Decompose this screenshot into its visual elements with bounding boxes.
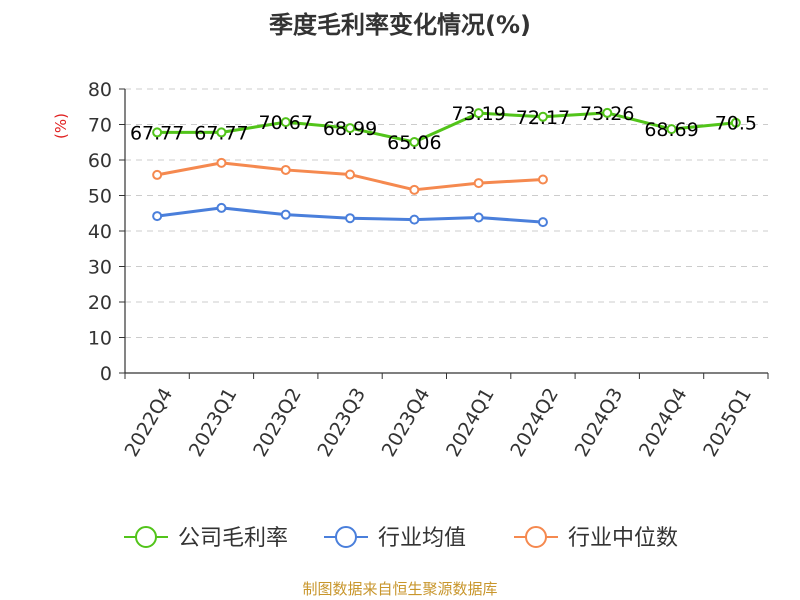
legend-marker bbox=[525, 526, 547, 548]
series-point bbox=[345, 213, 356, 224]
y-tick-label: 30 bbox=[88, 257, 112, 279]
data-label: 67.77 bbox=[130, 122, 184, 144]
legend: 公司毛利率 行业均值 行业中位数 bbox=[124, 526, 678, 551]
data-label: 72.17 bbox=[516, 107, 570, 129]
data-label: 73.26 bbox=[580, 103, 634, 125]
chart-title: 季度毛利率变化情况(%) bbox=[269, 11, 531, 39]
series-point bbox=[666, 124, 677, 135]
series-point bbox=[345, 169, 356, 180]
series-point bbox=[280, 209, 291, 220]
series-point bbox=[473, 178, 484, 189]
y-tick-label: 70 bbox=[88, 115, 112, 137]
legend-label: 行业均值 bbox=[378, 526, 466, 551]
data-label: 65.06 bbox=[387, 132, 441, 154]
x-tick-label: 2024Q3 bbox=[571, 384, 628, 460]
series-point bbox=[537, 217, 548, 228]
series-point bbox=[216, 157, 227, 168]
series-point bbox=[409, 137, 420, 148]
y-tick-label: 20 bbox=[88, 292, 112, 314]
data-label: 68.99 bbox=[323, 118, 377, 140]
source-note: 制图数据来自恒生聚源数据库 bbox=[302, 580, 497, 598]
y-tick-label: 50 bbox=[88, 186, 112, 208]
data-label: 68.69 bbox=[644, 119, 698, 141]
data-label: 67.77 bbox=[194, 122, 248, 144]
x-tick-label: 2025Q1 bbox=[699, 384, 756, 460]
series-line bbox=[157, 111, 736, 144]
legend-marker bbox=[135, 526, 157, 548]
series-point bbox=[730, 117, 741, 128]
y-tick-label: 80 bbox=[88, 79, 112, 101]
y-tick-label: 10 bbox=[88, 328, 112, 350]
series-point bbox=[537, 111, 548, 122]
series-point bbox=[409, 214, 420, 225]
series-point bbox=[473, 108, 484, 119]
grid-lines bbox=[125, 88, 768, 338]
series-point bbox=[152, 169, 163, 180]
series-point bbox=[280, 117, 291, 128]
series-point bbox=[345, 123, 356, 134]
legend-label: 公司毛利率 bbox=[178, 526, 288, 551]
series-point bbox=[216, 202, 227, 213]
y-tick-label: 40 bbox=[88, 221, 112, 243]
series-point bbox=[537, 174, 548, 185]
legend-label: 行业中位数 bbox=[568, 526, 678, 551]
x-tick-label: 2024Q2 bbox=[506, 384, 563, 460]
series-point bbox=[409, 184, 420, 195]
x-tick-label: 2023Q2 bbox=[249, 384, 306, 460]
series-point bbox=[216, 127, 227, 138]
x-tick-label: 2024Q4 bbox=[635, 384, 692, 460]
series-point bbox=[280, 164, 291, 175]
x-tick-label: 2023Q3 bbox=[313, 384, 370, 460]
x-tick-label: 2023Q1 bbox=[185, 384, 242, 460]
data-labels: 67.77 67.77 70.67 68.99 65.06 73.19 72.17 73.26… bbox=[130, 103, 757, 154]
x-tick-label: 2022Q4 bbox=[120, 384, 177, 460]
legend-marker bbox=[335, 526, 357, 548]
data-label: 70.67 bbox=[259, 112, 313, 134]
x-tick-label: 2024Q1 bbox=[442, 384, 499, 460]
data-label: 70.5 bbox=[715, 113, 757, 135]
x-tick-label: 2023Q4 bbox=[378, 384, 435, 460]
series-point bbox=[152, 211, 163, 222]
series-layer bbox=[152, 107, 741, 228]
series-point bbox=[152, 127, 163, 138]
series-point bbox=[473, 212, 484, 223]
y-axis-label: (%) bbox=[52, 113, 70, 139]
series-point bbox=[602, 107, 613, 118]
y-tick-label: 0 bbox=[100, 363, 112, 385]
data-label: 73.19 bbox=[451, 103, 505, 125]
y-tick-label: 60 bbox=[88, 150, 112, 172]
